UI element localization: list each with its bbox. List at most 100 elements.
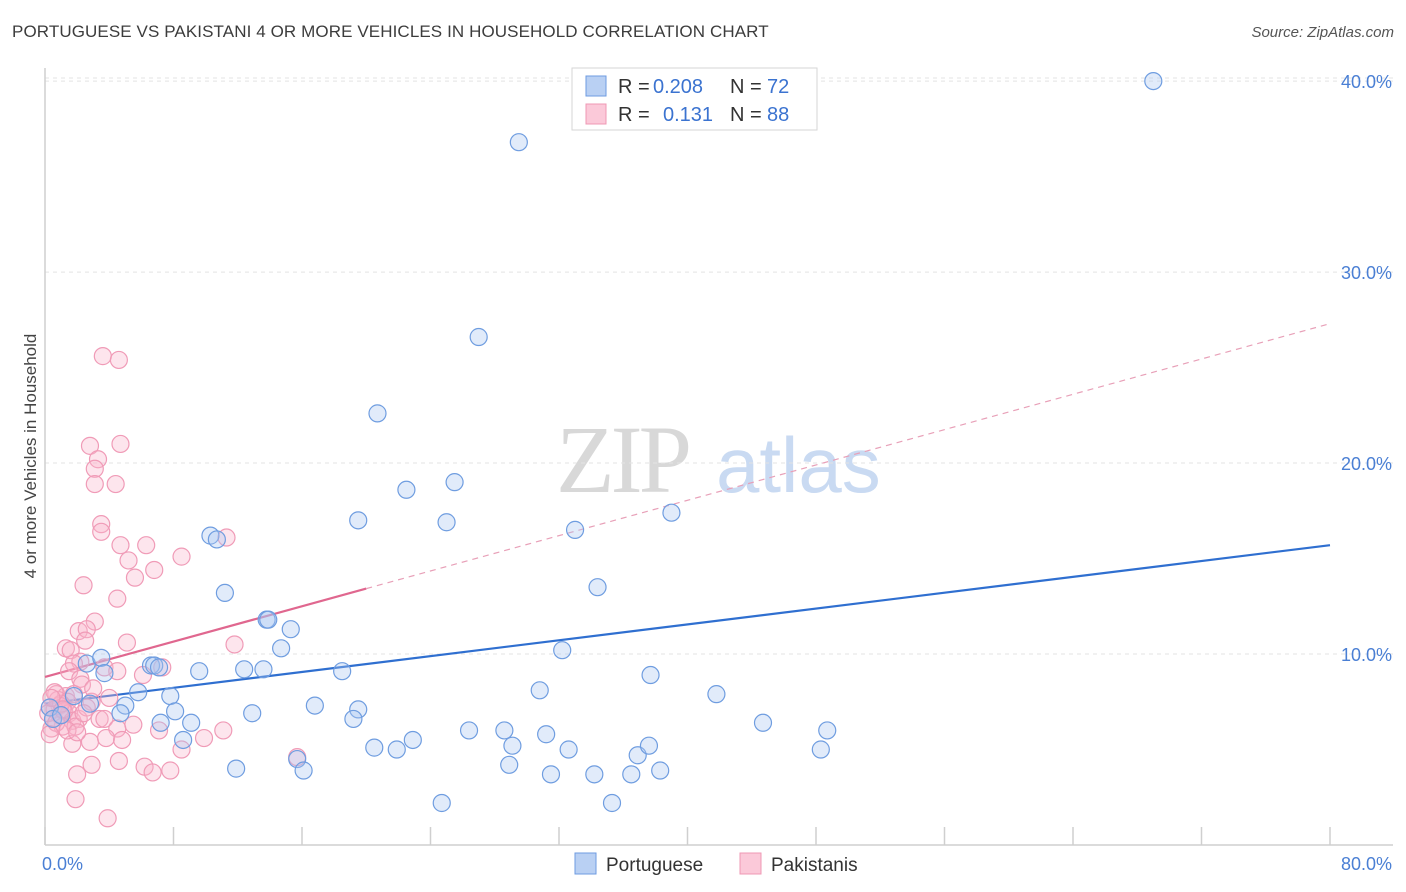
point-pakistanis [119,551,138,570]
bottom-legend-label-portuguese: Portuguese [606,855,703,876]
point-pakistanis [92,515,111,534]
bottom-legend-label-pakistanis: Pakistanis [771,855,858,876]
y-tick-labels: 10.0% 20.0% 30.0% 40.0% [1341,72,1392,665]
point-portuguese [207,530,226,549]
point-portuguese [294,761,313,780]
point-portuguese [662,503,681,522]
point-portuguese [500,755,519,774]
point-portuguese [344,709,363,729]
point-portuguese [651,761,670,780]
point-portuguese [254,660,273,679]
point-pakistanis [96,728,116,748]
point-pakistanis [109,350,128,370]
legend-n-value-portuguese: 72 [767,76,789,98]
point-portuguese [541,765,561,784]
point-portuguese [111,704,130,723]
point-portuguese [129,683,148,702]
point-pakistanis [40,725,59,744]
point-pakistanis [194,728,214,748]
legend-r-value-portuguese: 0.208 [653,76,703,98]
point-portuguese [403,730,422,750]
point-portuguese [641,665,660,685]
point-portuguese [51,706,71,725]
point-portuguese [387,740,406,759]
point-portuguese [349,700,368,719]
point-portuguese [707,685,726,704]
point-pakistanis [63,734,82,753]
point-pakistanis [85,459,104,478]
point-pakistanis [106,474,125,494]
point-portuguese [437,513,456,532]
point-portuguese [588,578,607,597]
point-pakistanis [172,547,191,566]
point-pakistanis [137,536,156,555]
bottom-legend: Portuguese Pakistanis [574,852,858,876]
point-portuguese [174,730,193,750]
point-portuguese [92,648,111,667]
legend-n-label-pakistanis: N = [730,104,762,126]
point-pakistanis [149,721,169,740]
watermark-atlas: atlas [716,421,881,509]
point-pakistanis [85,474,104,494]
point-portuguese [235,660,254,679]
point-portuguese [537,725,556,744]
axes [44,68,1393,846]
point-portuguese [151,713,170,732]
point-portuguese [811,740,830,759]
point-portuguese [445,473,464,492]
data-points [39,71,1163,828]
legend-r-value-pakistanis: 0.131 [663,104,713,126]
point-pakistanis [77,620,96,639]
legend-box [571,67,818,131]
point-pakistanis [68,765,87,784]
point-portuguese [397,480,416,499]
point-portuguese [215,583,234,603]
point-pakistanis [92,522,111,541]
point-portuguese [1144,71,1163,91]
point-pakistanis [108,589,127,608]
legend-r-label-portuguese: R = [618,76,650,98]
point-pakistanis [93,347,112,366]
point-portuguese [149,658,169,677]
legend-n-value-pakistanis: 88 [767,104,789,126]
legend-r-label-pakistanis: R = [618,104,650,126]
point-pakistanis [95,709,114,729]
point-pakistanis [112,730,132,750]
trend-line-pakistanis-extension [366,323,1331,590]
legend-swatch-pakistanis [585,103,607,125]
point-pakistanis [98,809,117,828]
point-portuguese [602,793,622,813]
point-portuguese [432,793,451,813]
point-portuguese [622,765,641,784]
point-pakistanis [109,751,128,771]
point-portuguese [272,639,291,658]
point-portuguese [585,765,604,784]
point-pakistanis [214,721,233,740]
point-pakistanis [74,576,93,595]
point-pakistanis [125,568,145,587]
point-portuguese [818,721,837,740]
point-portuguese [288,749,307,769]
point-portuguese [182,713,201,732]
legend-n-label-portuguese: N = [730,76,762,98]
y-tick-label: 40.0% [1341,72,1392,92]
point-pakistanis [124,715,143,734]
point-portuguese [64,686,84,706]
point-portuguese [365,738,384,757]
point-pakistanis [80,436,100,455]
source-label: Source: ZipAtlas.com [1251,24,1394,41]
point-portuguese [509,133,528,152]
point-portuguese [281,620,300,639]
point-pakistanis [82,755,101,774]
point-portuguese [368,404,387,423]
point-pakistanis [111,434,130,454]
point-portuguese [495,721,514,740]
point-pakistanis [172,740,191,759]
point-portuguese [259,610,278,629]
legend: R = 0.208 N = 72 R = 0.131 N = 88 [571,67,818,131]
point-pakistanis [161,761,180,780]
y-tick-label: 20.0% [1341,454,1392,474]
point-pakistanis [66,790,85,809]
point-portuguese [565,520,585,539]
